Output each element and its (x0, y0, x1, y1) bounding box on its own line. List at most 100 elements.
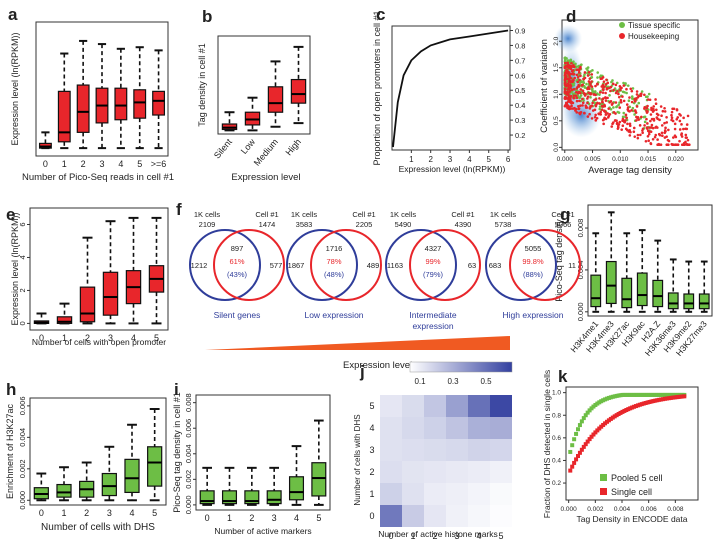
point-housekeeping (654, 98, 657, 101)
point-housekeeping (579, 88, 583, 91)
point-housekeeping (652, 105, 656, 108)
point-single-cell (591, 432, 596, 437)
y-tick-label: 0.000 (18, 491, 27, 510)
point-housekeeping (611, 82, 615, 86)
point-housekeeping (593, 115, 597, 119)
venn-percent-secondary: (48%) (324, 270, 345, 279)
point-housekeeping (609, 89, 612, 93)
y-tick-label: 0 (18, 321, 27, 325)
point-tissue-specific (585, 82, 588, 86)
point-housekeeping (682, 116, 685, 120)
x-tick-label: 3 (448, 155, 453, 164)
heatmap-cell (424, 505, 446, 527)
point-housekeeping (583, 111, 586, 115)
point-single-cell (583, 442, 588, 447)
point-tissue-specific (580, 63, 583, 66)
point-tissue-specific (626, 84, 630, 87)
point-tissue-specific (631, 106, 635, 110)
point-housekeeping (628, 96, 631, 99)
point-housekeeping (588, 82, 592, 85)
heatmap-cell (402, 439, 424, 461)
point-housekeeping (600, 104, 604, 108)
venn-left-only: 1212 (191, 261, 208, 270)
colorbar-tick: 0.3 (447, 377, 459, 386)
point-housekeeping (635, 119, 638, 122)
point-housekeeping (586, 97, 589, 100)
point-housekeeping (684, 133, 688, 137)
heatmap-cell (380, 395, 402, 417)
x-tick-label: 5 (154, 333, 159, 343)
panel-letter-g: g (560, 205, 570, 224)
point-housekeeping (649, 126, 653, 129)
x-tick-label: 0 (39, 508, 44, 518)
point-housekeeping (579, 91, 582, 95)
x-tick-label: 5 (498, 531, 503, 541)
point-tissue-specific (579, 94, 583, 97)
point-housekeeping (660, 124, 664, 127)
point-housekeeping (570, 104, 573, 108)
point-housekeeping (655, 116, 659, 119)
point-housekeeping (633, 135, 637, 138)
point-housekeeping (649, 130, 653, 133)
point-housekeeping (652, 119, 656, 122)
point-housekeeping (569, 64, 572, 68)
point-housekeeping (658, 118, 661, 122)
y-tick-label: 0.002 (18, 459, 27, 478)
point-housekeeping (578, 67, 581, 71)
y-tick-label: 3 (369, 445, 374, 455)
x-tick-label: 5 (316, 513, 321, 523)
point-housekeeping (571, 78, 575, 82)
point-housekeeping (575, 87, 579, 90)
panel-letter-c: c (376, 5, 385, 24)
point-housekeeping (678, 139, 681, 143)
point-housekeeping (678, 112, 681, 116)
x-axis-label: Expression level (231, 172, 300, 183)
point-housekeeping (585, 106, 589, 109)
point-housekeeping (625, 116, 628, 120)
point-housekeeping (659, 105, 663, 108)
y-tick-label: 0.8 (515, 41, 525, 50)
venn-left-only: 683 (489, 261, 502, 270)
plot-frame-c (391, 25, 511, 151)
heatmap-cell (402, 395, 424, 417)
point-housekeeping (599, 77, 603, 81)
point-housekeeping (563, 87, 567, 91)
x-tick-label: Medium (252, 137, 280, 168)
point-housekeeping (566, 88, 569, 91)
heatmap-cell (424, 439, 446, 461)
x-tick-label: 4 (476, 531, 481, 541)
venn-caption: Silent genes (214, 310, 261, 320)
y-tick-label: 0.004 (184, 444, 193, 463)
point-housekeeping (670, 113, 673, 117)
y-tick-label: 0.000 (576, 302, 585, 321)
venn-left-name: 1K cells (490, 210, 517, 219)
venn-left-total: 5490 (395, 220, 412, 229)
y-axis-label: Coefficient of variation (539, 39, 550, 133)
point-housekeeping (629, 130, 632, 134)
y-axis-label: Expression level (ln(RPKM)) (10, 212, 20, 325)
point-housekeeping (632, 126, 636, 130)
point-housekeeping (655, 108, 658, 112)
x-tick-label: 5 (152, 508, 157, 518)
venn-caption: expression (412, 321, 453, 331)
box-i-3 (266, 490, 282, 505)
heatmap-cell (468, 417, 490, 439)
point-housekeeping (682, 127, 685, 131)
box-e-3 (102, 271, 119, 316)
panel-letter-k: k (558, 367, 568, 386)
point-housekeeping (612, 88, 615, 92)
point-tissue-specific (596, 76, 599, 79)
point-housekeeping (591, 101, 594, 105)
x-tick-label: 0 (205, 513, 210, 523)
point-housekeeping (650, 117, 654, 121)
point-housekeeping (670, 118, 673, 122)
venn-left-circle (286, 229, 358, 301)
point-housekeeping (590, 80, 593, 83)
x-tick-label: >=6 (151, 159, 167, 169)
colorbar-tick: 0.1 (414, 377, 426, 386)
venn-right-circle (310, 229, 382, 301)
box-a-1 (57, 90, 71, 143)
point-housekeeping (608, 101, 611, 104)
point-pooled-5-cell (577, 423, 582, 428)
venn-percent: 61% (229, 257, 244, 266)
